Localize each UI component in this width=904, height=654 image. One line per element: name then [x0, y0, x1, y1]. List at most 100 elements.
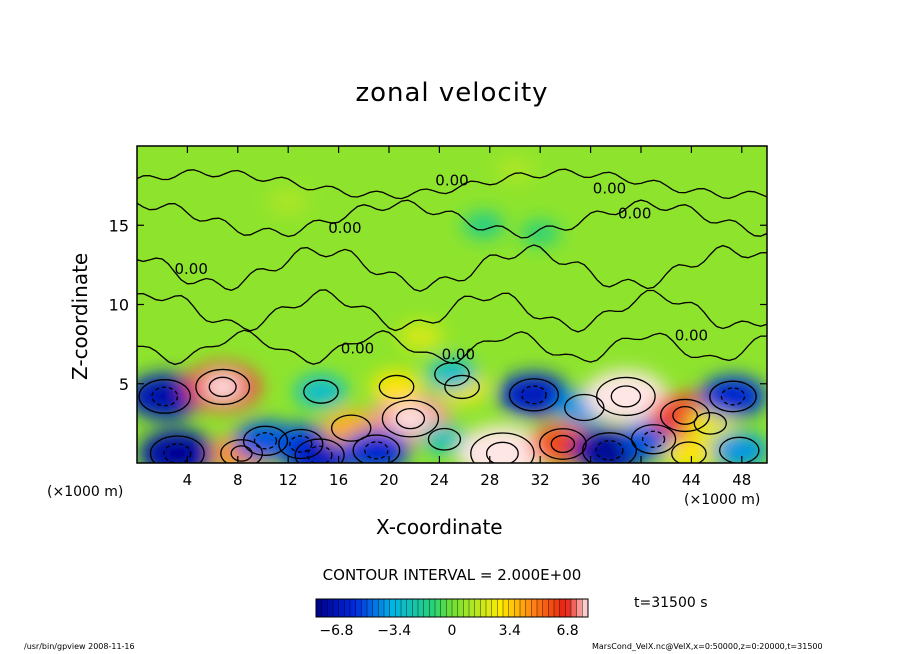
colorbar-segment-27	[469, 599, 475, 617]
y-tick-label-2: 15	[109, 216, 129, 235]
colorbar-segment-15	[401, 599, 407, 617]
contour-middle-1	[137, 244, 767, 292]
contour-ring-4	[242, 425, 289, 456]
colorbar-segment-17	[412, 599, 419, 617]
x-tick-label-10: 44	[682, 471, 701, 489]
x-tick-label-5: 24	[430, 471, 449, 489]
colorbar-segment-43	[559, 599, 566, 617]
contour-ring-21	[630, 424, 677, 455]
contour-upper-2	[137, 199, 767, 239]
colorbar-segment-13	[389, 599, 396, 617]
anomaly-28	[462, 212, 505, 239]
contour-upper-1	[137, 168, 767, 200]
contour-inner-20	[595, 440, 624, 461]
contour-ring-26	[671, 441, 707, 463]
heatmap-plot-area	[137, 146, 767, 463]
colorbar-segment-0	[316, 599, 322, 617]
contour-inner-1	[163, 443, 192, 463]
x-tick-label-4: 20	[379, 471, 398, 489]
colorbar-segment-9	[367, 599, 373, 617]
contour-ring-12	[427, 427, 462, 451]
contour-inner-9	[395, 407, 426, 430]
colorbar: −6.8 −3.4 0 3.4 6.8	[315, 598, 589, 639]
colorbar-segment-26	[463, 599, 470, 617]
contour-label-0: 0.00	[435, 171, 468, 189]
colorbar-segment-23	[446, 599, 453, 617]
colorbar-segment-2	[327, 599, 334, 617]
contour-inner-17	[550, 434, 576, 454]
contour-inner-5	[289, 435, 313, 453]
x-tick-label-8: 36	[581, 471, 600, 489]
contour-label-7: 0.00	[442, 346, 475, 364]
colorbar-frame	[315, 598, 589, 618]
colorbar-segment-14	[395, 599, 402, 617]
contour-inner-0	[151, 386, 179, 407]
contour-interval-label: CONTOUR INTERVAL = 2.000E+00	[322, 566, 582, 584]
colorbar-tick-label-3: 3.4	[499, 623, 521, 639]
contour-label-layer: 0.00 0.00 0.00 0.00 0.00 0.00 0.00 0.00	[174, 171, 708, 363]
y-axis-label: Z-coordinate	[68, 252, 92, 380]
colorbar-segment-22	[440, 599, 447, 617]
contour-ring-8	[330, 414, 372, 442]
anomaly-27	[398, 322, 443, 351]
contour-ring-24	[709, 380, 757, 413]
colorbar-segment-8	[361, 599, 368, 617]
contour-ring-23	[693, 411, 727, 435]
x-tick-label-7: 32	[531, 471, 550, 489]
colorbar-segment-10	[372, 599, 379, 617]
colorbar-segment-39	[537, 599, 543, 617]
zero-contour-lines	[137, 168, 767, 463]
contour-middle-2	[137, 289, 767, 333]
anomaly-31	[495, 157, 535, 183]
contour-label-1: 0.00	[593, 179, 626, 197]
contour-ring-16	[508, 378, 559, 412]
colorbar-segment-29	[480, 599, 487, 617]
colorbar-segment-6	[350, 599, 356, 617]
x-axis-unit-left: (×1000 m)	[47, 484, 124, 500]
contour-label-3: 0.00	[328, 219, 361, 237]
x-tick-label-6: 28	[480, 471, 499, 489]
contour-ring-25	[719, 436, 760, 463]
colorbar-segment-3	[333, 599, 339, 617]
colorbar-segment-30	[486, 599, 492, 617]
contour-inner-3	[230, 445, 253, 462]
x-axis-ticks: 4 8 12 16 20 24 28 32 36 40 44 48	[183, 146, 751, 489]
colorbar-segment-46	[576, 599, 583, 617]
contour-ring-10	[352, 434, 401, 463]
colorbar-tick-label-0: −6.8	[319, 623, 353, 639]
contour-ring-1	[149, 435, 205, 463]
colorbar-segment-31	[491, 599, 498, 617]
contour-ring-7	[303, 379, 339, 404]
chart-title: zonal velocity	[355, 78, 549, 108]
footer-program-date: /usr/bin/gpview 2008-11-16	[24, 642, 135, 651]
contour-ring-17	[539, 428, 587, 460]
y-tick-label-1: 10	[109, 296, 129, 315]
contour-ring-19	[596, 376, 656, 417]
colorbar-segment-21	[435, 599, 441, 617]
x-tick-label-11: 48	[732, 471, 751, 489]
colorbar-segment-7	[355, 599, 362, 617]
footer-data-source: MarsCond_VelX.nc@VelX,x=0:50000,z=0:2000…	[592, 642, 823, 651]
colorbar-tick-label-1: −3.4	[377, 623, 411, 639]
colorbar-segment-35	[514, 599, 521, 617]
contour-ring-22	[660, 398, 711, 433]
colorbar-segment-47	[582, 599, 589, 617]
contour-inner-19	[610, 385, 642, 408]
contour-label-6: 0.00	[341, 339, 374, 357]
colorbar-segment-5	[344, 599, 351, 617]
colorbar-segment-24	[452, 599, 458, 617]
contour-ring-11	[378, 374, 415, 400]
contour-ring-9	[381, 399, 440, 438]
colorbar-tick-label-2: 0	[448, 623, 457, 639]
colorbar-segment-16	[406, 599, 413, 617]
time-label: t=31500 s	[634, 595, 708, 611]
x-tick-label-2: 12	[279, 471, 298, 489]
anomaly-29	[520, 220, 561, 246]
x-tick-label-0: 4	[183, 471, 193, 489]
colorbar-segment-19	[423, 599, 430, 617]
colorbar-segment-25	[457, 599, 464, 617]
contour-label-2: 0.00	[618, 205, 651, 223]
colorbar-segment-40	[542, 599, 549, 617]
anomaly-25	[710, 432, 767, 463]
colorbar-segment-38	[531, 599, 538, 617]
